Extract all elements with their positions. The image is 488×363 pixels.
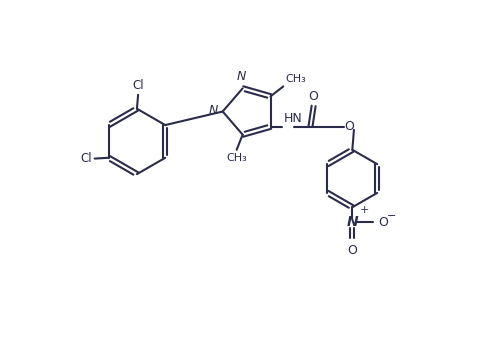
Text: +: + xyxy=(359,205,368,215)
Text: O: O xyxy=(308,90,318,103)
Text: N: N xyxy=(208,104,218,117)
Text: O: O xyxy=(378,216,387,229)
Text: Cl: Cl xyxy=(132,79,143,92)
Text: O: O xyxy=(344,120,353,133)
Text: −: − xyxy=(386,211,396,221)
Text: N: N xyxy=(346,215,357,229)
Text: N: N xyxy=(236,70,245,83)
Text: O: O xyxy=(346,244,357,257)
Text: CH₃: CH₃ xyxy=(285,74,305,84)
Text: CH₃: CH₃ xyxy=(226,153,246,163)
Text: HN: HN xyxy=(283,113,302,126)
Text: Cl: Cl xyxy=(80,152,92,165)
